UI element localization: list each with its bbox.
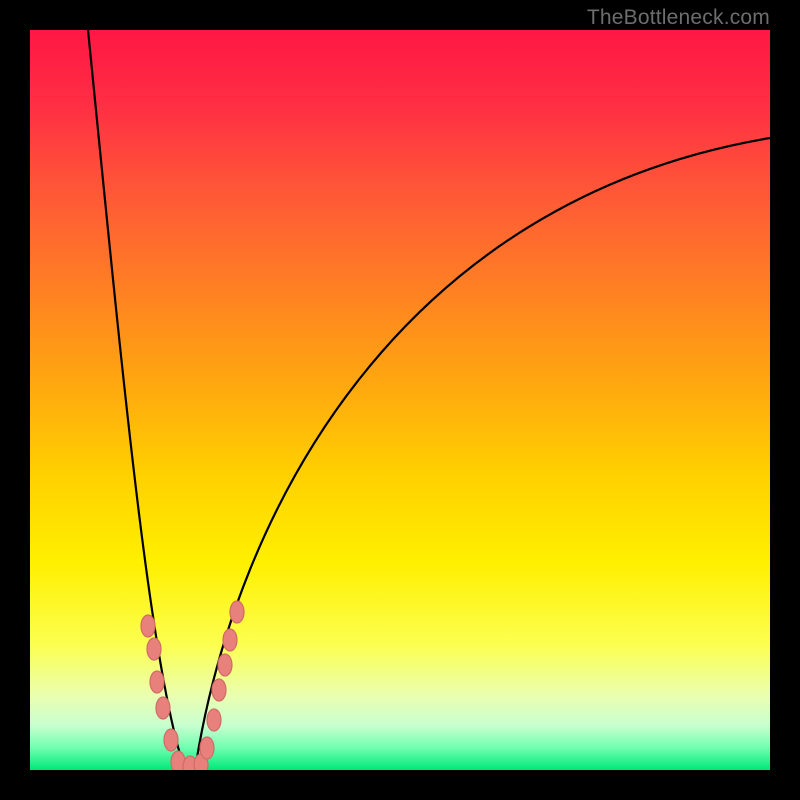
- data-marker: [150, 671, 164, 693]
- data-marker: [230, 601, 244, 623]
- left-curve: [88, 30, 185, 770]
- curve-layer: [30, 30, 770, 770]
- data-marker: [223, 629, 237, 651]
- watermark-text: TheBottleneck.com: [587, 6, 770, 30]
- data-marker: [218, 654, 232, 676]
- data-marker: [200, 737, 214, 759]
- data-marker: [147, 638, 161, 660]
- data-marker: [207, 709, 221, 731]
- plot-area: [30, 30, 770, 770]
- data-marker: [141, 615, 155, 637]
- data-marker: [164, 729, 178, 751]
- right-curve: [195, 138, 770, 770]
- data-marker: [212, 679, 226, 701]
- chart-root: TheBottleneck.com: [0, 0, 800, 800]
- data-marker: [156, 697, 170, 719]
